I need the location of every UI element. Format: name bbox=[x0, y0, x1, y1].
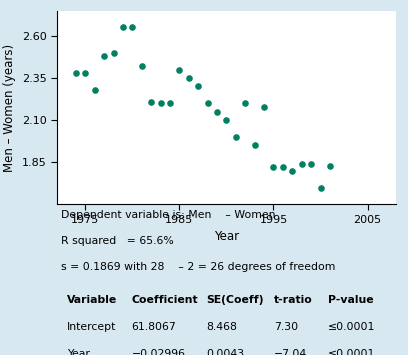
Point bbox=[251, 143, 258, 148]
Point bbox=[101, 53, 107, 59]
Text: −7.04: −7.04 bbox=[274, 349, 307, 355]
Point bbox=[139, 64, 145, 69]
Point bbox=[279, 164, 286, 170]
Point bbox=[91, 87, 98, 93]
Text: 0.0043: 0.0043 bbox=[206, 349, 244, 355]
Text: Coefficient: Coefficient bbox=[132, 295, 198, 305]
Point bbox=[242, 100, 248, 106]
Point bbox=[120, 24, 126, 30]
X-axis label: Year: Year bbox=[214, 230, 239, 244]
Point bbox=[186, 75, 192, 81]
Text: Intercept: Intercept bbox=[67, 322, 117, 332]
Point bbox=[110, 50, 117, 56]
Text: s = 0.1869 with 28    – 2 = 26 degrees of freedom: s = 0.1869 with 28 – 2 = 26 degrees of f… bbox=[60, 262, 335, 272]
Text: Dependent variable is: Men    – Women: Dependent variable is: Men – Women bbox=[60, 210, 275, 220]
Text: Year: Year bbox=[67, 349, 90, 355]
Text: t-ratio: t-ratio bbox=[274, 295, 313, 305]
Point bbox=[270, 164, 277, 170]
Text: ≤0.0001: ≤0.0001 bbox=[328, 349, 375, 355]
Point bbox=[73, 70, 79, 76]
Point bbox=[157, 100, 164, 106]
Point bbox=[308, 161, 315, 167]
Point bbox=[204, 100, 211, 106]
Point bbox=[317, 185, 324, 190]
Point bbox=[82, 70, 89, 76]
Point bbox=[298, 161, 305, 167]
Text: R squared   = 65.6%: R squared = 65.6% bbox=[60, 236, 173, 246]
Text: Variable: Variable bbox=[67, 295, 118, 305]
Point bbox=[129, 24, 135, 30]
Text: ≤0.0001: ≤0.0001 bbox=[328, 322, 375, 332]
Text: P-value: P-value bbox=[328, 295, 374, 305]
Y-axis label: Men – Women (years): Men – Women (years) bbox=[3, 43, 16, 171]
Text: 61.8067: 61.8067 bbox=[132, 322, 176, 332]
Point bbox=[261, 104, 267, 109]
Point bbox=[195, 84, 202, 89]
Text: 8.468: 8.468 bbox=[206, 322, 237, 332]
Point bbox=[289, 168, 295, 174]
Point bbox=[167, 100, 173, 106]
Text: SE(Coeff): SE(Coeff) bbox=[206, 295, 264, 305]
Point bbox=[223, 117, 230, 123]
Text: 7.30: 7.30 bbox=[274, 322, 298, 332]
Point bbox=[176, 67, 183, 72]
Point bbox=[148, 99, 155, 104]
Point bbox=[214, 109, 220, 115]
Point bbox=[233, 134, 239, 140]
Point bbox=[327, 163, 333, 169]
Text: −0.02996: −0.02996 bbox=[132, 349, 186, 355]
